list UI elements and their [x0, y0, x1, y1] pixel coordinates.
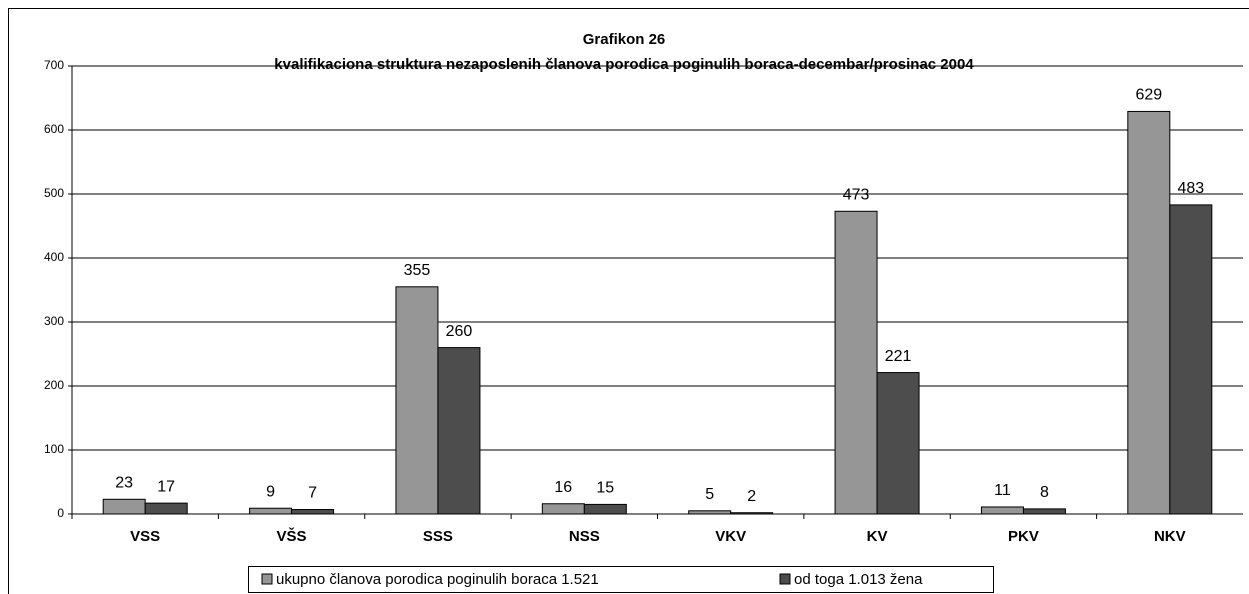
legend-label: ukupno članova porodica poginulih boraca…: [276, 571, 599, 588]
data-label: 23: [115, 474, 133, 491]
bar: [980, 506, 1024, 515]
data-label: 2: [747, 488, 756, 505]
bar: [1127, 110, 1171, 515]
bar: [437, 347, 481, 515]
legend-swatch: [261, 573, 273, 585]
data-label: 5: [705, 486, 714, 503]
bar: [249, 507, 293, 515]
legend-swatch: [779, 573, 791, 585]
y-tick-label: 200: [44, 378, 64, 392]
x-tick-label: VŠS: [277, 527, 307, 545]
x-tick-label: VKV: [715, 528, 746, 545]
y-tick-label: 400: [44, 250, 64, 264]
data-label: 11: [994, 482, 1011, 499]
x-tick-label: NSS: [569, 528, 600, 545]
data-label: 15: [596, 480, 614, 497]
data-label: 8: [1040, 484, 1049, 501]
bar: [876, 372, 920, 515]
bar: [1022, 508, 1066, 515]
data-label: 260: [446, 323, 473, 340]
bar: [395, 286, 439, 515]
chart-title: Grafikon 26: [583, 31, 666, 48]
bar: [541, 503, 585, 515]
bar: [102, 498, 146, 515]
data-label: 629: [1135, 87, 1162, 104]
data-label: 9: [266, 483, 275, 500]
data-label: 221: [885, 348, 912, 365]
x-tick-label: NKV: [1154, 528, 1186, 545]
y-tick-label: 100: [44, 442, 64, 456]
legend: ukupno članova porodica poginulih boraca…: [248, 566, 994, 593]
x-tick-label: KV: [867, 528, 888, 545]
bar: [583, 503, 627, 515]
y-tick-label: 300: [44, 314, 64, 328]
y-tick-label: 500: [44, 186, 64, 200]
y-tick-label: 700: [44, 58, 64, 72]
chart-subtitle: kvalifikaciona struktura nezaposlenih čl…: [274, 56, 974, 73]
bar: [291, 509, 335, 515]
data-label: 7: [308, 485, 317, 502]
x-tick-label: PKV: [1008, 528, 1039, 545]
data-label: 355: [404, 262, 431, 279]
legend-box: [248, 566, 994, 593]
x-tick-label: VSS: [130, 528, 160, 545]
bar: [834, 210, 878, 515]
data-label: 17: [157, 478, 175, 495]
data-label: 483: [1177, 180, 1204, 197]
chart-frame: [8, 8, 1249, 594]
legend-label: od toga 1.013 žena: [794, 571, 923, 588]
bar: [144, 502, 188, 515]
bar: [1169, 204, 1213, 515]
data-label: 16: [554, 479, 572, 496]
y-tick-label: 600: [44, 122, 64, 136]
data-label: 473: [843, 186, 870, 203]
x-tick-label: SSS: [423, 528, 453, 545]
y-tick-label: 0: [57, 506, 64, 520]
